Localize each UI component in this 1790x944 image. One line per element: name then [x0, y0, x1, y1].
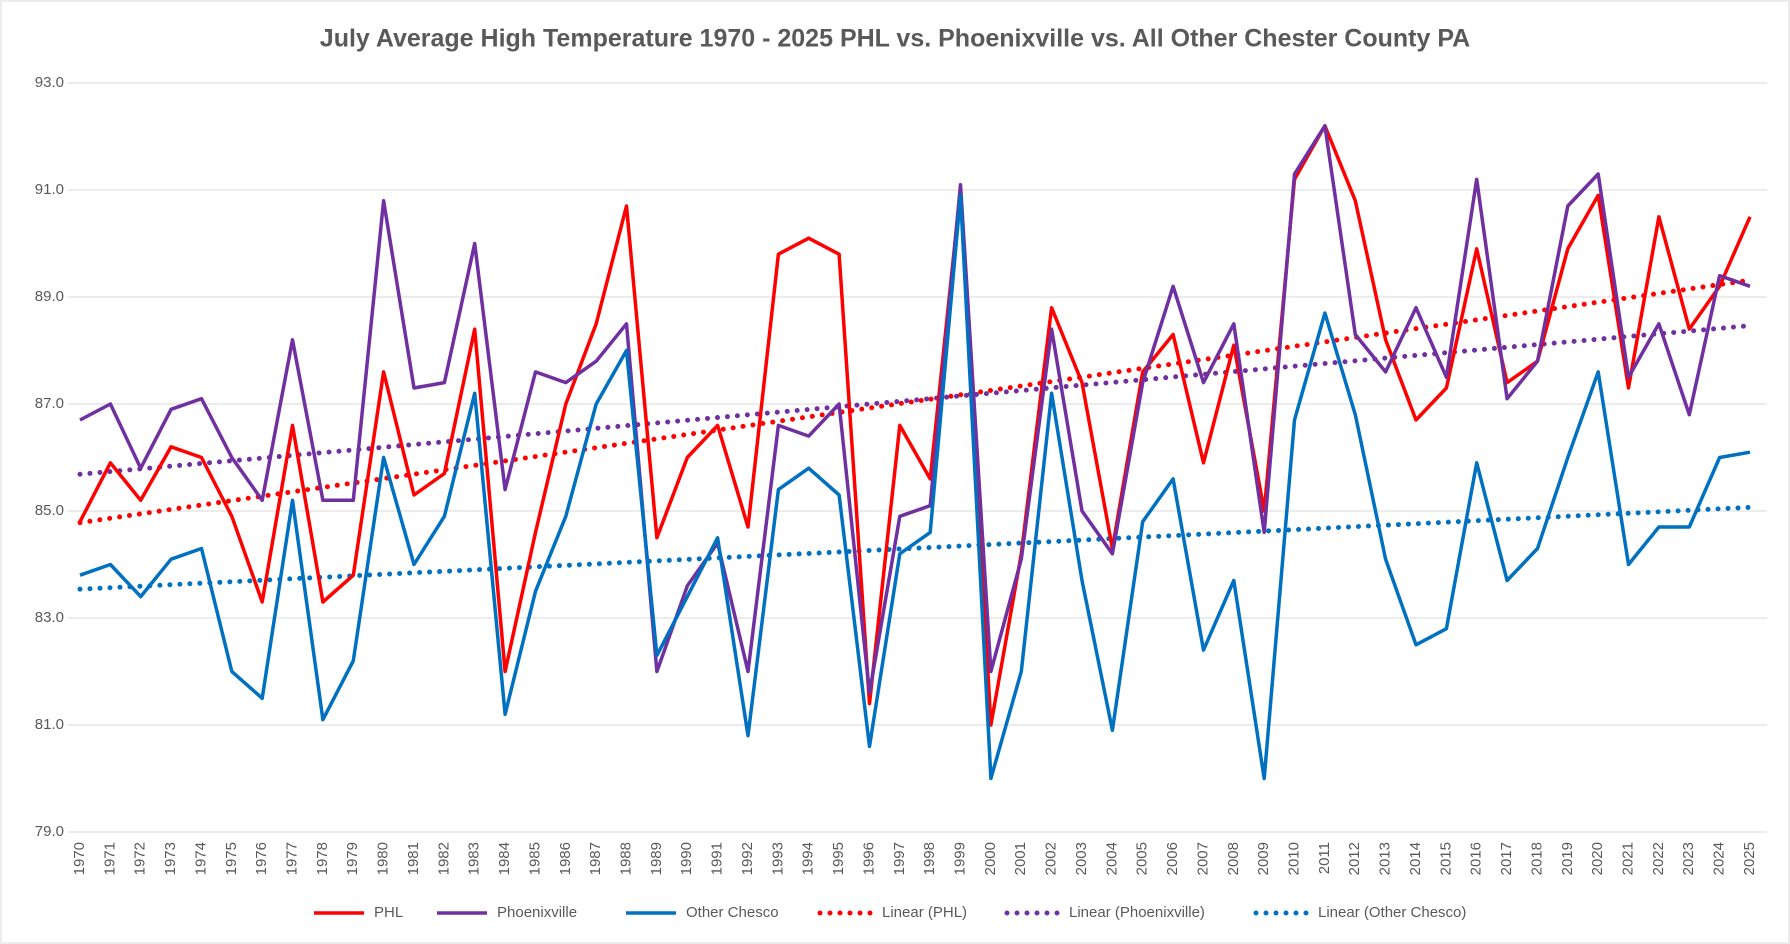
x-tick-label: 1993	[769, 842, 786, 875]
x-tick-label: 1982	[435, 842, 452, 875]
x-tick-label: 1977	[284, 842, 301, 875]
x-tick-label: 1999	[952, 842, 969, 875]
legend-label: PHL	[374, 904, 403, 921]
y-tick-label: 79.0	[35, 823, 64, 840]
x-tick-label: 1983	[466, 842, 483, 875]
x-tick-label: 1970	[71, 842, 88, 875]
x-tick-label: 1974	[192, 842, 209, 875]
x-tick-label: 2003	[1073, 842, 1090, 875]
x-tick-label: 2017	[1498, 842, 1515, 875]
x-tick-label: 2019	[1559, 842, 1576, 875]
x-tick-label: 2015	[1437, 842, 1454, 875]
trend-line	[77, 277, 1753, 526]
x-tick-label: 1987	[587, 842, 604, 875]
series-line	[79, 193, 1751, 781]
x-tick-label: 2023	[1680, 842, 1697, 875]
x-tick-label: 1990	[678, 842, 695, 875]
x-tick-label: 2002	[1043, 842, 1060, 875]
y-tick-label: 91.0	[35, 181, 64, 198]
y-tick-label: 85.0	[35, 502, 64, 519]
x-tick-label: 2006	[1164, 842, 1181, 875]
chart-title: July Average High Temperature 1970 - 202…	[320, 25, 1470, 53]
x-tick-label: 1991	[709, 842, 726, 875]
x-tick-label: 1980	[375, 842, 392, 875]
x-tick-label: 2012	[1346, 842, 1363, 875]
series-line	[79, 124, 1751, 695]
x-tick-label: 2021	[1620, 842, 1637, 875]
x-tick-label: 1971	[101, 842, 118, 875]
x-tick-label: 2018	[1528, 842, 1545, 875]
x-tick-label: 1988	[618, 842, 635, 875]
x-tick-label: 2014	[1407, 842, 1424, 875]
legend-label: Linear (Other Chesco)	[1318, 904, 1466, 921]
y-tick-label: 87.0	[35, 395, 64, 412]
x-tick-label: 1996	[860, 842, 877, 875]
y-tick-label: 89.0	[35, 288, 64, 305]
x-tick-label: 2004	[1103, 842, 1120, 875]
x-tick-label: 1975	[223, 842, 240, 875]
x-tick-label: 2008	[1225, 842, 1242, 875]
y-tick-label: 81.0	[35, 716, 64, 733]
x-tick-label: 1981	[405, 842, 422, 875]
series-line	[78, 124, 1752, 727]
x-tick-label: 2022	[1650, 842, 1667, 875]
x-tick-label: 1984	[496, 842, 513, 875]
x-tick-label: 1997	[891, 842, 908, 875]
x-tick-label: 1998	[921, 842, 938, 875]
legend-label: Phoenixville	[497, 904, 577, 921]
x-tick-label: 1976	[253, 842, 270, 875]
x-tick-label: 2009	[1255, 842, 1272, 875]
x-tick-label: 1972	[132, 842, 149, 875]
y-tick-label: 93.0	[35, 74, 64, 91]
x-tick-label: 1992	[739, 842, 756, 875]
legend-label: Linear (Phoenixville)	[1069, 904, 1205, 921]
x-tick-label: 2010	[1286, 842, 1303, 875]
x-tick-label: 1978	[314, 842, 331, 875]
x-tick-label: 2020	[1589, 842, 1606, 875]
x-tick-label: 1989	[648, 842, 665, 875]
x-tick-label: 2007	[1194, 842, 1211, 875]
x-tick-label: 2005	[1134, 842, 1151, 875]
x-tick-label: 2024	[1711, 842, 1728, 875]
x-tick-label: 2001	[1012, 842, 1029, 875]
x-tick-label: 1979	[344, 842, 361, 875]
x-tick-label: 2025	[1741, 842, 1758, 875]
trend-line	[77, 504, 1753, 592]
x-tick-label: 1986	[557, 842, 574, 875]
x-tick-label: 1985	[526, 842, 543, 875]
x-tick-label: 2011	[1316, 842, 1333, 874]
x-tick-label: 2000	[982, 842, 999, 875]
y-tick-label: 83.0	[35, 609, 64, 626]
legend-label: Other Chesco	[686, 904, 779, 921]
x-tick-label: 1994	[800, 842, 817, 875]
x-tick-label: 1995	[830, 842, 847, 875]
x-tick-label: 2016	[1468, 842, 1485, 875]
x-tick-label: 2013	[1377, 842, 1394, 875]
legend-label: Linear (PHL)	[882, 904, 967, 921]
x-tick-label: 1973	[162, 842, 179, 875]
